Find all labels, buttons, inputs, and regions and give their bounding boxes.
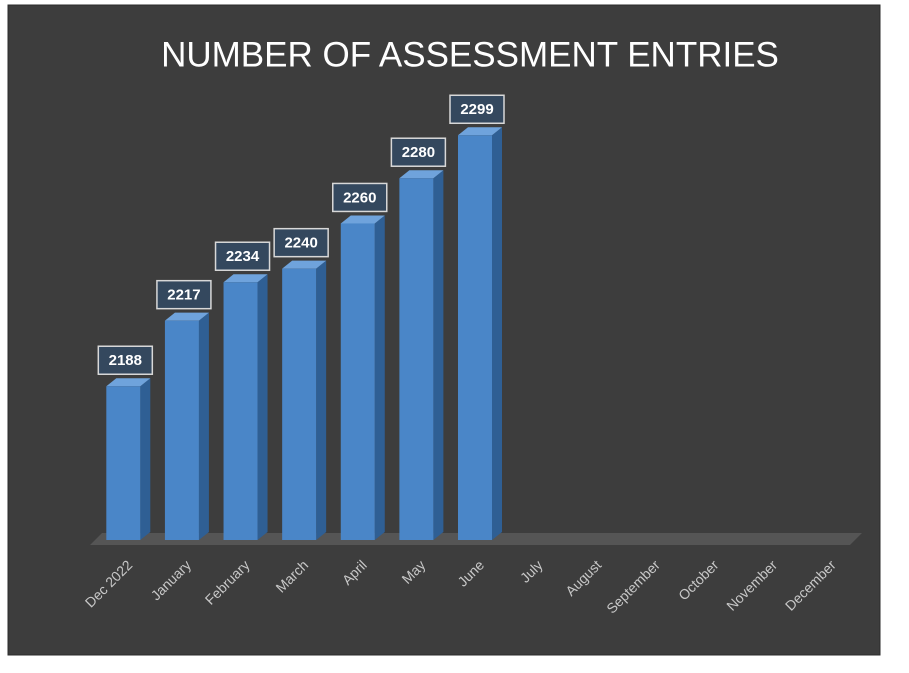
bar [458, 127, 502, 540]
bar-side [316, 260, 327, 540]
bar-side [257, 274, 268, 540]
data-label-box [449, 94, 505, 125]
bar-side [198, 312, 209, 540]
bar-front [458, 135, 492, 540]
data-label: 2188 [109, 352, 142, 369]
bar-top [164, 312, 209, 321]
data-label-box [97, 345, 154, 375]
chart-title: NUMBER OF ASSESSMENT ENTRIES [161, 35, 779, 74]
data-label: 2280 [402, 144, 435, 161]
bar [340, 215, 385, 540]
bar-side [140, 378, 151, 540]
bar-top [282, 260, 327, 269]
bar-front [282, 268, 317, 540]
data-label-box [332, 182, 388, 213]
data-label: 2217 [167, 287, 200, 304]
bar-front [399, 178, 434, 540]
data-label: 2240 [284, 235, 317, 252]
bar-front [223, 282, 258, 540]
bar-top [340, 215, 385, 224]
bar [164, 312, 209, 540]
bar-front [164, 320, 199, 540]
bar-top [458, 127, 502, 136]
data-label-box [390, 137, 447, 167]
bar [282, 260, 327, 540]
data-label: 2234 [226, 248, 260, 265]
bar-side [433, 170, 444, 540]
data-label: 2299 [460, 101, 493, 118]
data-label: 2260 [343, 189, 376, 206]
chart-background [7, 4, 881, 656]
bar [399, 170, 444, 540]
bar-top [106, 378, 151, 387]
bar-top [223, 274, 268, 283]
bar-top [399, 170, 444, 179]
bar-side [492, 127, 502, 540]
bar [106, 378, 151, 540]
bar [223, 274, 268, 540]
data-label-box [273, 227, 329, 258]
bar-front [106, 386, 141, 540]
bar-side [374, 215, 385, 540]
bar-front [340, 223, 375, 540]
data-label-box [156, 279, 212, 310]
data-label-box [214, 241, 271, 271]
